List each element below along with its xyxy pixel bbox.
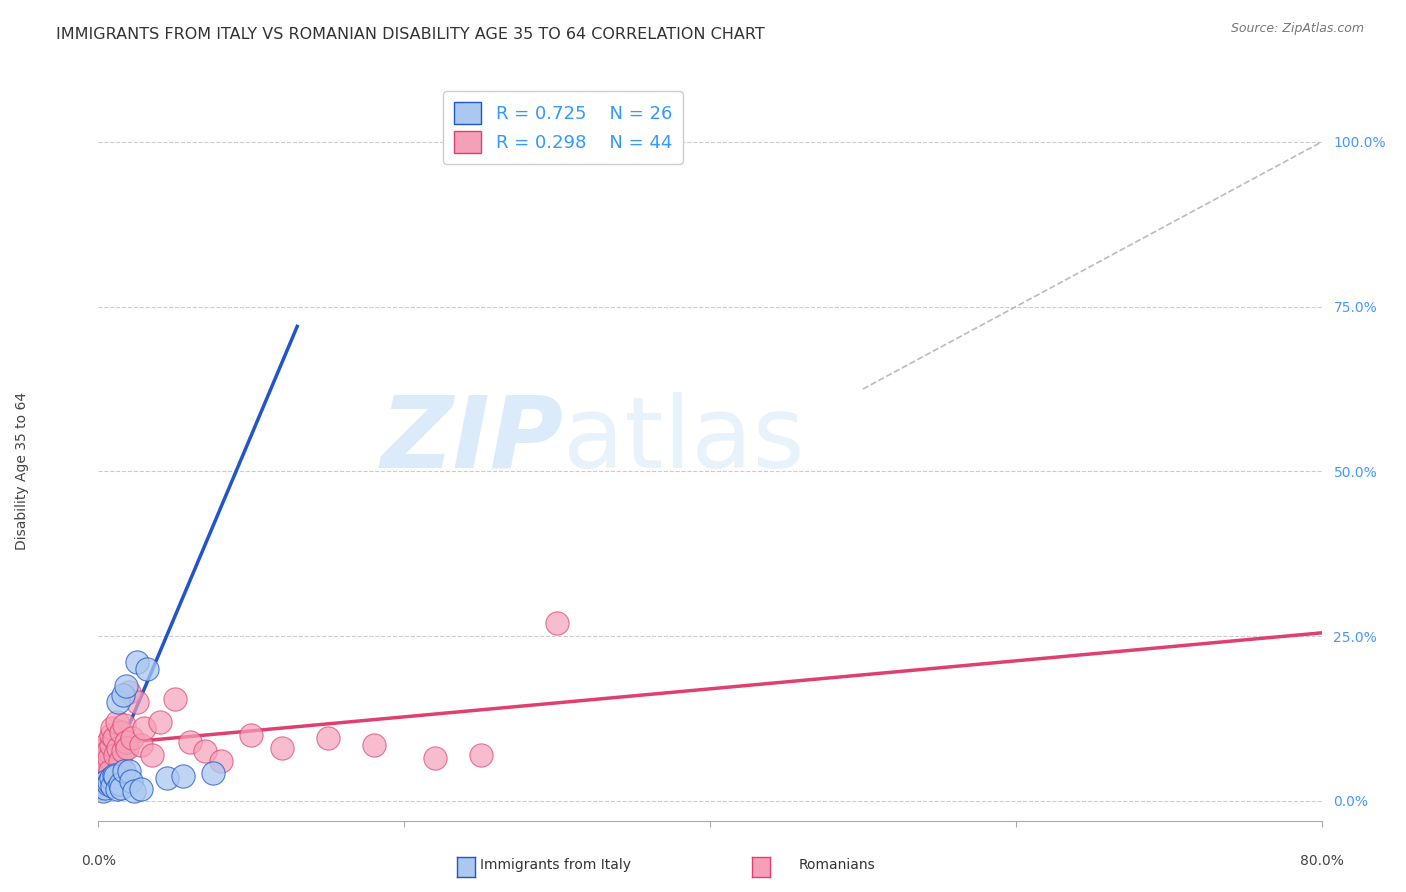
Text: Source: ZipAtlas.com: Source: ZipAtlas.com: [1230, 22, 1364, 36]
Point: [117, 741, 139, 756]
Point: [98, 751, 121, 765]
Point: [97, 744, 120, 758]
Point: [172, 769, 194, 783]
Point: [111, 744, 134, 758]
Point: [112, 764, 135, 779]
Text: 80.0%: 80.0%: [1299, 854, 1344, 868]
Point: [94, 755, 117, 769]
Point: [101, 780, 124, 794]
Point: [121, 731, 143, 746]
Point: [108, 777, 131, 791]
Point: [240, 728, 263, 742]
Point: [90, 780, 112, 795]
Point: [105, 782, 128, 797]
Point: [120, 774, 142, 789]
Point: [108, 755, 131, 769]
Point: [97, 777, 120, 791]
Point: [97, 734, 120, 748]
Point: [105, 714, 128, 729]
Point: [112, 718, 135, 732]
Point: [270, 741, 294, 756]
Text: ZIP: ZIP: [380, 392, 564, 489]
Point: [90, 777, 112, 791]
Point: [149, 714, 172, 729]
Point: [179, 734, 201, 748]
Point: [115, 679, 138, 693]
Point: [129, 738, 152, 752]
Legend: R = 0.725    N = 26, R = 0.298    N = 44: R = 0.725 N = 26, R = 0.298 N = 44: [443, 91, 683, 164]
Text: 0.0%: 0.0%: [82, 854, 115, 868]
Point: [316, 731, 339, 746]
Point: [122, 784, 145, 798]
Point: [104, 769, 127, 783]
Point: [100, 771, 122, 785]
Point: [94, 774, 117, 789]
Point: [93, 767, 115, 781]
Point: [470, 747, 492, 762]
Point: [93, 780, 115, 795]
Point: [209, 755, 232, 769]
Point: [100, 738, 122, 752]
Point: [111, 689, 134, 703]
Point: [90, 774, 112, 789]
Point: [96, 757, 118, 772]
Point: [98, 764, 121, 779]
Text: atlas: atlas: [564, 392, 804, 489]
Point: [98, 775, 121, 789]
Point: [141, 747, 163, 762]
Point: [94, 741, 117, 756]
Point: [118, 685, 141, 699]
Point: [202, 766, 225, 780]
Point: [115, 734, 138, 748]
Point: [101, 722, 124, 736]
Point: [103, 767, 125, 781]
Point: [156, 771, 179, 785]
Point: [100, 728, 122, 742]
Point: [107, 695, 129, 709]
Point: [423, 751, 446, 765]
Point: [110, 724, 132, 739]
Point: [118, 764, 141, 779]
Point: [110, 780, 132, 795]
Point: [363, 738, 385, 752]
Point: [107, 741, 129, 756]
Point: [125, 656, 148, 670]
Point: [91, 777, 114, 791]
Point: [194, 744, 217, 758]
Text: Disability Age 35 to 64: Disability Age 35 to 64: [15, 392, 30, 550]
Point: [91, 761, 114, 775]
Point: [104, 747, 127, 762]
Text: IMMIGRANTS FROM ITALY VS ROMANIAN DISABILITY AGE 35 TO 64 CORRELATION CHART: IMMIGRANTS FROM ITALY VS ROMANIAN DISABI…: [56, 27, 765, 42]
Point: [103, 731, 125, 746]
Point: [134, 722, 156, 736]
Text: Immigrants from Italy: Immigrants from Italy: [479, 858, 631, 872]
Point: [93, 747, 115, 762]
Point: [136, 662, 159, 676]
Point: [163, 691, 186, 706]
Point: [546, 615, 568, 630]
Point: [91, 784, 114, 798]
Point: [125, 695, 148, 709]
Point: [129, 782, 152, 797]
Text: Romanians: Romanians: [799, 858, 875, 872]
